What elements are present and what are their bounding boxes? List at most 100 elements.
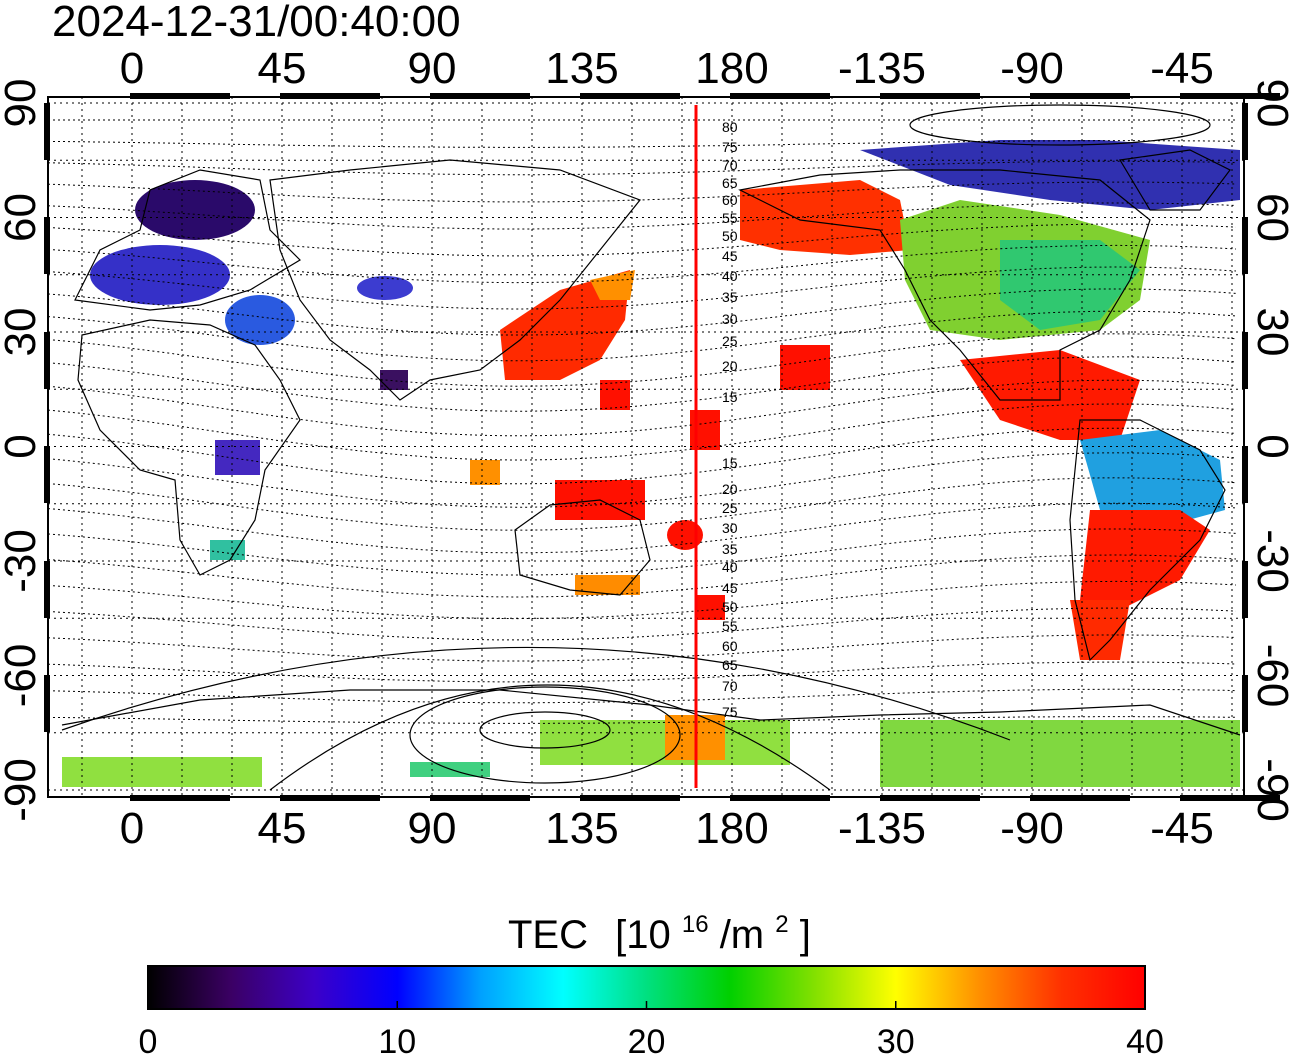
- top-longitude-label: 90: [408, 44, 457, 93]
- magnetic-contour-line: [48, 634, 1237, 662]
- bottom-longitude-label: -45: [1150, 804, 1214, 853]
- bottom-axis-bar: [880, 795, 980, 801]
- colorbar-unit-exp1: 16: [682, 911, 709, 938]
- left-latitude-label: 0: [0, 434, 45, 458]
- contour-label: 45: [722, 580, 738, 596]
- bottom-axis-bar: [580, 795, 680, 801]
- left-latitude-label: 60: [0, 193, 45, 242]
- right-latitude-label: -30: [1248, 529, 1294, 593]
- lat-lon-grid: [48, 97, 1244, 797]
- tec-patch-scandinavia: [135, 180, 255, 240]
- top-axis-bar: [730, 93, 830, 99]
- tec-patch-pacific-west: [600, 380, 630, 410]
- left-axis-bar: [44, 332, 50, 389]
- bottom-longitude-label: 135: [545, 804, 618, 853]
- right-axis-bar: [1242, 217, 1248, 274]
- contour-label: 35: [722, 289, 738, 305]
- timestamp-title: 2024-12-31/00:40:00: [52, 0, 461, 46]
- top-axis-bar: [430, 93, 530, 99]
- magnetic-contour-line: [48, 356, 1237, 412]
- right-latitude-label: 0: [1248, 434, 1294, 458]
- tec-patch-antarctica-right: [880, 720, 1240, 787]
- magnetic-contour-line: [48, 427, 1237, 485]
- coastlines: [61, 149, 1241, 736]
- antarctica-outline: [61, 689, 1241, 736]
- contour-label: 75: [722, 704, 738, 720]
- contour-label: 35: [722, 541, 738, 557]
- magnetic-contour-line: [48, 310, 1237, 362]
- tec-patch-mediterranean: [225, 295, 295, 345]
- magnetic-contour-line: [48, 607, 1237, 641]
- contour-label: 40: [722, 268, 738, 284]
- south-pole-contours: [61, 104, 1211, 791]
- map-panel: 8075706560555045403530252015152025303540…: [44, 93, 1280, 801]
- contour-label: 25: [722, 500, 738, 516]
- colorbar-title-quantity: TEC: [508, 913, 588, 957]
- contour-label: 25: [722, 333, 738, 349]
- magnetic-contour-line: [48, 160, 1237, 176]
- colorbar-unit-mid: /m: [720, 913, 764, 957]
- left-axis-bar: [44, 446, 50, 503]
- greenland-outline: [1119, 149, 1231, 211]
- colorbar-tick-label: 20: [628, 1023, 666, 1057]
- australia-outline: [514, 499, 651, 596]
- north-pole-contour: [909, 104, 1211, 146]
- contour-label: 50: [722, 599, 738, 615]
- magnetic-contour-line: [48, 266, 1237, 310]
- magnetic-contour-line: [48, 403, 1237, 461]
- contour-label: 70: [722, 678, 738, 694]
- colorbar-tick-label: 30: [877, 1023, 915, 1057]
- contour-label: 65: [722, 657, 738, 673]
- tec-patch-south-africa: [210, 540, 245, 560]
- contour-label: 15: [722, 455, 738, 471]
- polar-contour-far: [61, 646, 1011, 741]
- colorbar-tick-label: 10: [378, 1023, 416, 1057]
- right-axis-bar: [1242, 103, 1248, 160]
- contour-label: 60: [722, 638, 738, 654]
- tec-patch-us-east: [1000, 240, 1140, 330]
- colorbar-unit-end: ]: [800, 913, 811, 957]
- magnetic-contour-line: [48, 140, 1237, 148]
- left-axis-bar: [44, 561, 50, 618]
- contour-label: 50: [722, 228, 738, 244]
- polar-contour-outer: [269, 684, 831, 791]
- contour-label: 75: [722, 139, 738, 155]
- contour-label: 60: [722, 192, 738, 208]
- tec-patch-japan-north: [590, 270, 635, 300]
- right-axis-bar: [1242, 561, 1248, 618]
- contour-label: 55: [722, 210, 738, 226]
- magnetic-contour-line: [48, 223, 1237, 257]
- bottom-axis-bar: [430, 795, 530, 801]
- tec-patch-fiji: [667, 520, 703, 550]
- bottom-longitude-label: 180: [695, 804, 768, 853]
- contour-label: 30: [722, 520, 738, 536]
- top-axis-bar: [280, 93, 380, 99]
- contour-label: 70: [722, 157, 738, 173]
- top-longitude-label: -90: [1000, 44, 1064, 93]
- polar-contour-inner: [479, 711, 611, 749]
- left-latitude-label: -90: [0, 758, 45, 822]
- tec-patch-antarctica-left: [62, 757, 262, 787]
- tec-patch-east-africa: [215, 440, 260, 475]
- top-longitude-label: 0: [120, 44, 144, 93]
- top-axis-bar: [580, 93, 680, 99]
- magnetic-contour-line: [48, 181, 1237, 203]
- africa-outline: [77, 319, 301, 576]
- colorbar-tick-label: 40: [1126, 1023, 1164, 1057]
- contour-labels: 8075706560555045403530252015152025303540…: [722, 119, 738, 720]
- magnetic-contour-line: [48, 333, 1237, 387]
- contour-label: 20: [722, 481, 738, 497]
- south-america-outline: [1069, 419, 1226, 662]
- tec-patch-central-asia: [357, 276, 413, 300]
- bottom-axis-bar: [130, 795, 230, 801]
- right-latitude-label: 60: [1248, 193, 1294, 242]
- top-axis-bar: [130, 93, 230, 99]
- magnetic-contour-line: [48, 202, 1237, 230]
- left-axis-bar: [44, 217, 50, 274]
- magnetic-contour-line: [48, 379, 1237, 437]
- colorbar-unit-exp2: 2: [775, 911, 788, 938]
- magnetic-contour-line: [48, 688, 1237, 704]
- right-axis-bar: [1242, 675, 1248, 732]
- tec-patch-mexico: [960, 350, 1140, 440]
- left-latitude-label: -60: [0, 644, 45, 708]
